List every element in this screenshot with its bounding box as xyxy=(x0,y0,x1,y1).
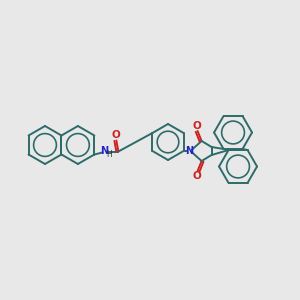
Text: N: N xyxy=(185,146,194,156)
Text: O: O xyxy=(192,171,201,181)
Text: H: H xyxy=(106,150,112,159)
Text: O: O xyxy=(192,121,201,131)
Text: N: N xyxy=(100,146,108,157)
Text: O: O xyxy=(112,130,121,140)
